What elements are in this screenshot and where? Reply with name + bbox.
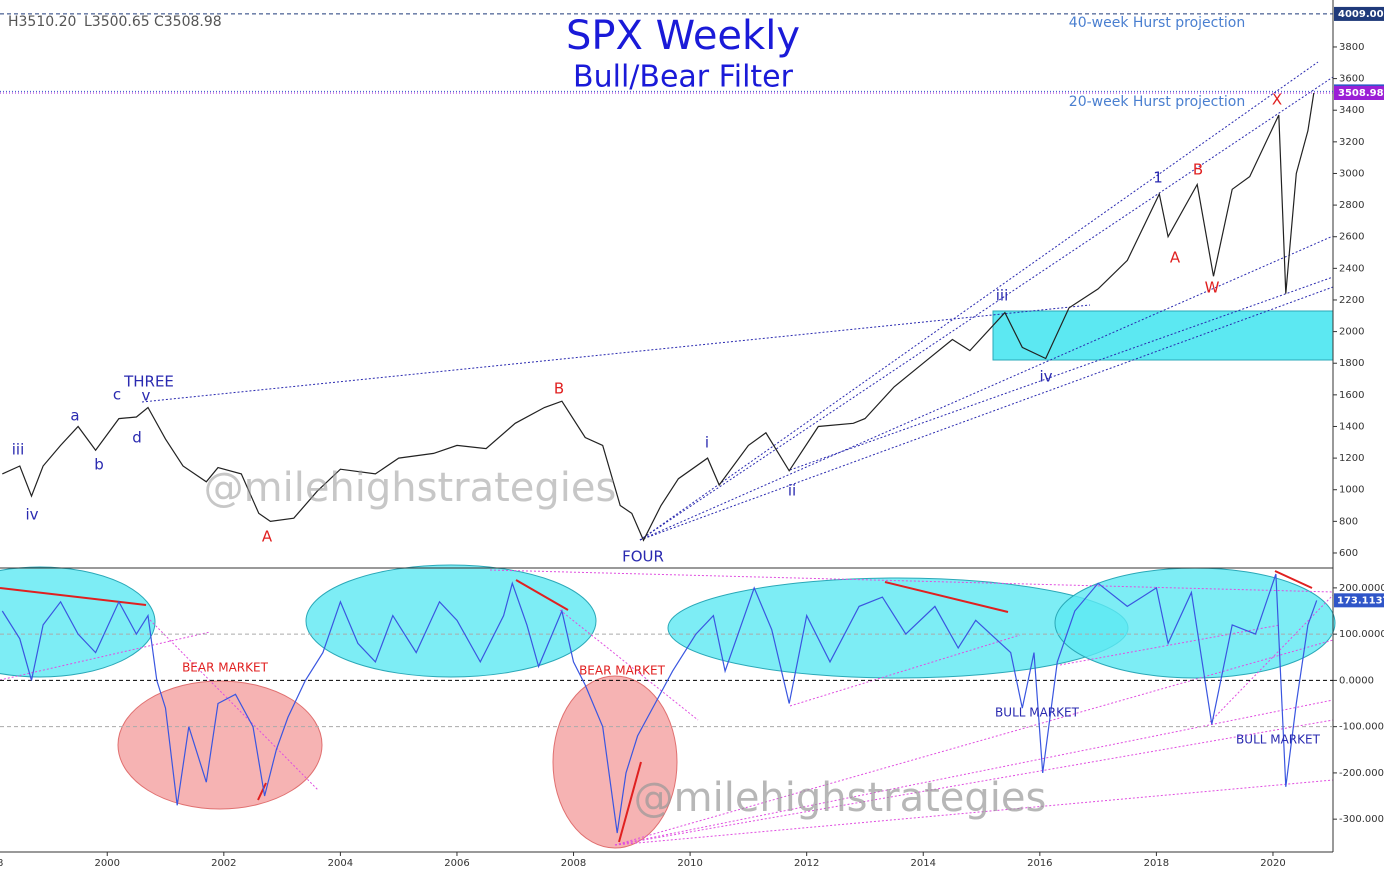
price-tag-label: 4009.00 — [1338, 9, 1384, 20]
y-tick-label: 3000 — [1339, 168, 1364, 179]
y-tick-label: -100.0000 — [1339, 722, 1384, 733]
y-tick-label: 800 — [1339, 516, 1358, 527]
y-tick-label: 1600 — [1339, 390, 1364, 401]
wave-label: b — [94, 456, 104, 474]
chart-subtitle: Bull/Bear Filter — [573, 60, 794, 95]
wave-label: B — [554, 380, 564, 398]
y-tick-label: -300.0000 — [1339, 814, 1384, 825]
value-tag — [1334, 593, 1384, 608]
y-tick-label: 600 — [1339, 548, 1358, 559]
wave-label: A — [1170, 249, 1181, 267]
price-line — [2, 92, 1315, 542]
y-tick-label: 3200 — [1339, 137, 1364, 148]
wave-labels: iii iv a b c d v THREE A B FOUR i ii iii… — [12, 91, 1282, 566]
quote-low: L3500.65 — [84, 14, 150, 30]
wave-label: a — [70, 407, 79, 425]
x-tick-label: 2000 — [95, 858, 120, 869]
value-tag-label: 173.1137 — [1337, 595, 1384, 606]
x-tick-label: 2012 — [794, 858, 819, 869]
y-tick-label: 3400 — [1339, 105, 1364, 116]
wave-label: A — [262, 528, 273, 546]
projection-label: 40-week Hurst projection — [1069, 15, 1245, 31]
x-tick-label: 2004 — [328, 858, 353, 869]
x-tick-label: 2018 — [1144, 858, 1169, 869]
market-label: BULL MARKET — [995, 706, 1080, 720]
trend-lines — [141, 61, 1334, 541]
wave-label: B — [1193, 161, 1203, 179]
wave-label: W — [1205, 279, 1220, 297]
y-tick-label: 2200 — [1339, 295, 1364, 306]
x-tick-label: 2020 — [1260, 858, 1285, 869]
plot — [0, 13, 1333, 834]
y-tick-label: 100.0000 — [1339, 629, 1384, 640]
wave-label: 1 — [1153, 169, 1163, 187]
y-tick-label: 3600 — [1339, 74, 1364, 85]
price-line — [1, 573, 1318, 834]
x-tick-label: 2008 — [561, 858, 586, 869]
zones — [0, 564, 1336, 849]
x-tick-label: 2014 — [911, 858, 936, 869]
wave-label: iii — [12, 441, 25, 459]
wave-label: iv — [25, 506, 38, 524]
x-tick-label: 2006 — [444, 858, 469, 869]
wave-label: ii — [788, 482, 796, 500]
price-tag — [1334, 85, 1384, 100]
wave-label: iii — [996, 287, 1009, 305]
wave-label: v — [142, 387, 151, 405]
y-tick-label: 1200 — [1339, 453, 1364, 464]
y-tick-label: 1800 — [1339, 358, 1364, 369]
y-tick-label: 2400 — [1339, 263, 1364, 274]
y-tick-label: 3800 — [1339, 42, 1364, 53]
projection-label: 20-week Hurst projection — [1069, 94, 1245, 110]
quote-high: H3510.20 — [8, 14, 76, 30]
wave-label: iv — [1039, 368, 1052, 386]
x-tick-label: 2016 — [1027, 858, 1052, 869]
y-tick-label: 2000 — [1339, 327, 1364, 338]
wave-label: i — [705, 434, 709, 452]
wave-label: X — [1272, 91, 1282, 109]
x-tick-label: 2002 — [211, 858, 236, 869]
price-tag-label: 3508.98 — [1338, 88, 1384, 99]
y-tick-label: 1400 — [1339, 421, 1364, 432]
y-tick-label: 200.0000 — [1339, 583, 1384, 594]
support-zone — [992, 310, 1334, 361]
market-label: BEAR MARKET — [579, 664, 666, 678]
market-label: BULL MARKET — [1236, 733, 1321, 747]
wave-label: THREE — [123, 373, 174, 391]
divergence-lines — [0, 569, 1334, 846]
watermark: @milehighstrategies — [204, 465, 617, 511]
chart-title: SPX Weekly — [566, 13, 800, 59]
wave-label: d — [132, 429, 142, 447]
y-tick-label: 0.0000 — [1339, 675, 1374, 686]
quote-close: C3508.98 — [154, 14, 222, 30]
watermark: @milehighstrategies — [634, 775, 1047, 821]
x-tick-label: 2010 — [677, 858, 702, 869]
y-tick-label: 2800 — [1339, 200, 1364, 211]
y-tick-label: 2600 — [1339, 232, 1364, 243]
y-tick-label: 1000 — [1339, 485, 1364, 496]
y-tick-label: -200.0000 — [1339, 768, 1384, 779]
wave-label: c — [113, 386, 121, 404]
wave-label: FOUR — [622, 548, 664, 566]
x-tick-label: 1998 — [0, 858, 3, 869]
market-label: BEAR MARKET — [182, 661, 269, 675]
price-tag — [1334, 6, 1384, 21]
